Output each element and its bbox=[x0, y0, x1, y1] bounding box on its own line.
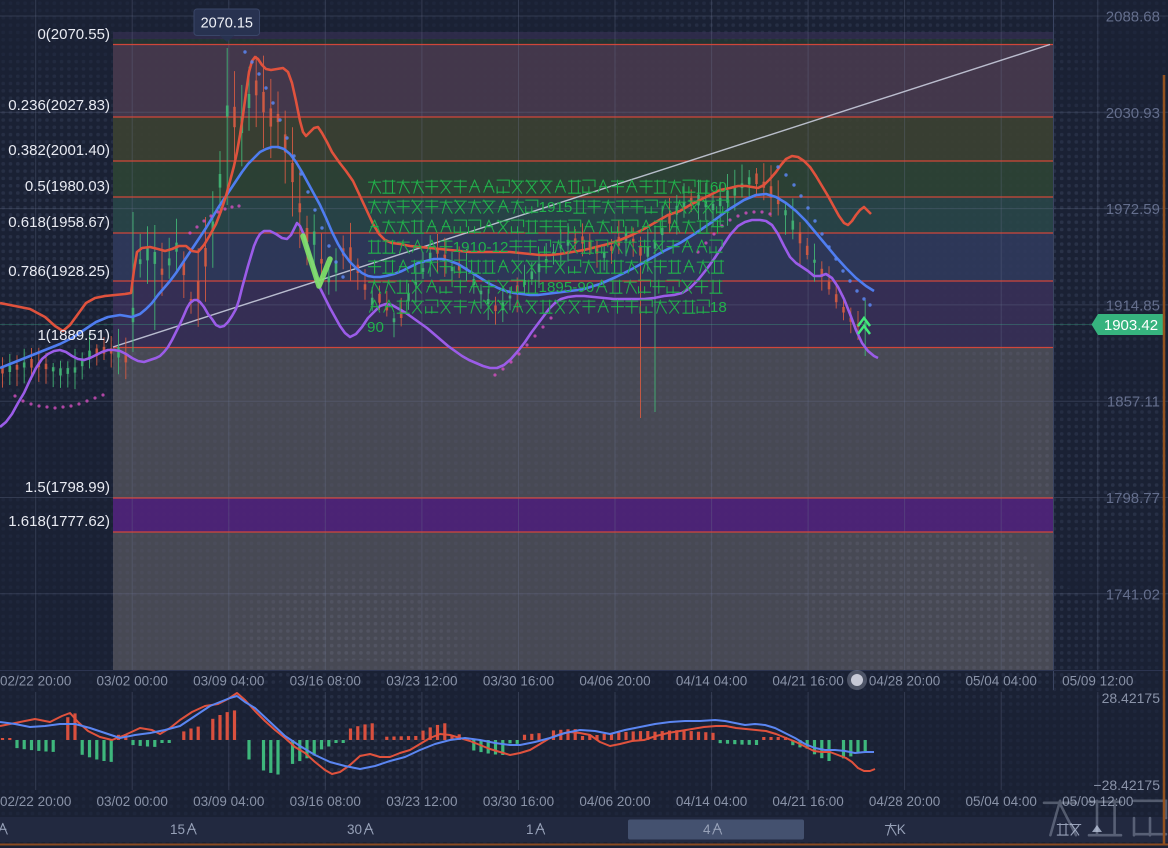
svg-text:1.618(1777.62): 1.618(1777.62) bbox=[8, 513, 110, 530]
svg-text:60: 60 bbox=[710, 179, 727, 196]
svg-text:1798.77: 1798.77 bbox=[1106, 490, 1160, 507]
svg-text:04/21 16:00: 04/21 16:00 bbox=[772, 794, 843, 809]
svg-text:1895-90: 1895-90 bbox=[539, 279, 595, 296]
svg-text:03/30 16:00: 03/30 16:00 bbox=[483, 674, 554, 689]
svg-text:05/09 12:00: 05/09 12:00 bbox=[1062, 674, 1133, 689]
svg-text:03/30 16:00: 03/30 16:00 bbox=[483, 794, 554, 809]
svg-text:2070.15: 2070.15 bbox=[201, 16, 253, 32]
svg-text:2088.68: 2088.68 bbox=[1106, 9, 1160, 26]
svg-text:04/14 04:00: 04/14 04:00 bbox=[676, 674, 747, 689]
svg-text:04/06 20:00: 04/06 20:00 bbox=[579, 794, 650, 809]
svg-text:30: 30 bbox=[347, 822, 362, 837]
svg-text:0.236(2027.83): 0.236(2027.83) bbox=[8, 97, 110, 114]
svg-text:28.42175: 28.42175 bbox=[1102, 690, 1161, 706]
svg-text:15: 15 bbox=[170, 822, 185, 837]
svg-text:0.5(1980.03): 0.5(1980.03) bbox=[25, 178, 110, 195]
svg-text:18: 18 bbox=[710, 299, 727, 316]
svg-text:1.5(1798.99): 1.5(1798.99) bbox=[25, 479, 110, 496]
svg-text:1(1889.51): 1(1889.51) bbox=[37, 327, 110, 344]
svg-text:03/09 04:00: 03/09 04:00 bbox=[193, 794, 264, 809]
svg-text:1910-12: 1910-12 bbox=[453, 239, 509, 256]
svg-text:2030.93: 2030.93 bbox=[1106, 105, 1160, 122]
svg-text:04/21 16:00: 04/21 16:00 bbox=[772, 674, 843, 689]
svg-text:1914.85: 1914.85 bbox=[1106, 297, 1160, 314]
svg-text:1741.02: 1741.02 bbox=[1106, 586, 1160, 603]
svg-text:4: 4 bbox=[703, 822, 711, 837]
svg-text:90: 90 bbox=[367, 319, 384, 336]
svg-text:04/28 20:00: 04/28 20:00 bbox=[869, 674, 940, 689]
svg-text:1857.11: 1857.11 bbox=[1107, 394, 1160, 411]
svg-text:03/16 08:00: 03/16 08:00 bbox=[290, 794, 361, 809]
svg-text:0(2070.55): 0(2070.55) bbox=[37, 26, 110, 43]
svg-text:1: 1 bbox=[526, 822, 534, 837]
svg-text:0.786(1928.25): 0.786(1928.25) bbox=[8, 263, 110, 280]
svg-text:02/22 20:00: 02/22 20:00 bbox=[0, 794, 71, 809]
svg-text:0.618(1958.67): 0.618(1958.67) bbox=[8, 214, 110, 231]
svg-text:04/28 20:00: 04/28 20:00 bbox=[869, 794, 940, 809]
svg-text:03/09 04:00: 03/09 04:00 bbox=[193, 674, 264, 689]
svg-text:04/06 20:00: 04/06 20:00 bbox=[579, 674, 650, 689]
svg-text:1972.59: 1972.59 bbox=[1106, 201, 1160, 218]
svg-text:05/04 04:00: 05/04 04:00 bbox=[966, 674, 1037, 689]
svg-text:K: K bbox=[897, 822, 906, 837]
svg-text:1915: 1915 bbox=[539, 199, 573, 216]
svg-text:1903.42: 1903.42 bbox=[1104, 317, 1158, 334]
svg-text:03/02 00:00: 03/02 00:00 bbox=[97, 794, 168, 809]
svg-text:03/16 08:00: 03/16 08:00 bbox=[290, 674, 361, 689]
svg-text:03/02 00:00: 03/02 00:00 bbox=[97, 674, 168, 689]
svg-text:0.382(2001.40): 0.382(2001.40) bbox=[8, 142, 110, 159]
svg-text:−28.42175: −28.42175 bbox=[1093, 777, 1160, 793]
svg-text:03/23 12:00: 03/23 12:00 bbox=[386, 674, 457, 689]
svg-text:05/04 04:00: 05/04 04:00 bbox=[966, 794, 1037, 809]
svg-text:04/14 04:00: 04/14 04:00 bbox=[676, 794, 747, 809]
svg-text:05/09 12:00: 05/09 12:00 bbox=[1062, 794, 1133, 809]
svg-text:03/23 12:00: 03/23 12:00 bbox=[386, 794, 457, 809]
svg-text:02/22 20:00: 02/22 20:00 bbox=[0, 674, 71, 689]
